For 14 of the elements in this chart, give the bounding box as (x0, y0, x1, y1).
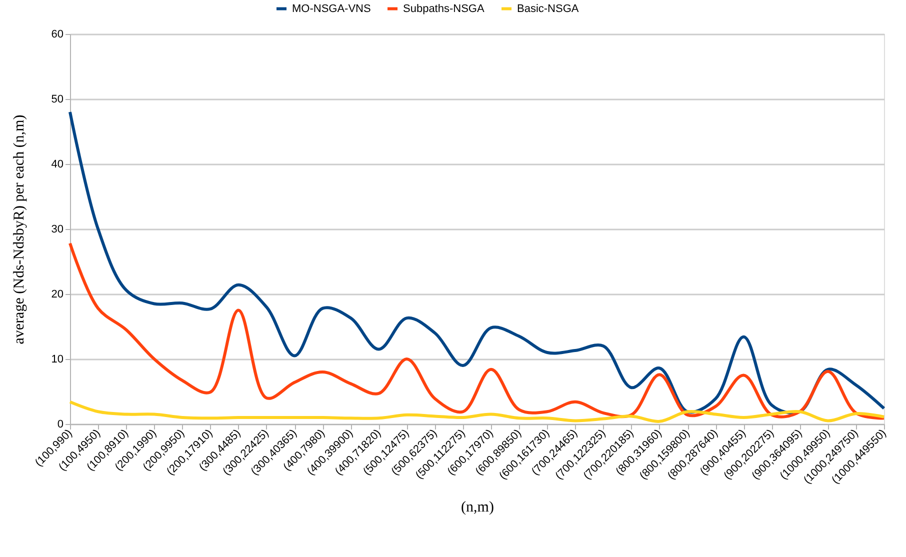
y-tick-label: 40 (51, 158, 64, 170)
line-series (68, 242, 886, 420)
y-tick-label: 50 (51, 94, 64, 106)
legend-label: Subpaths-NSGA (403, 2, 485, 15)
legend-label: MO-NSGA-VNS (292, 2, 371, 15)
line-series (68, 110, 886, 414)
y-tick-label: 30 (51, 224, 64, 236)
x-axis-title: (n,m) (461, 500, 494, 516)
y-tick-label: 10 (51, 354, 64, 366)
legend-label: Basic-NSGA (517, 2, 580, 15)
y-tick-label: 20 (51, 288, 64, 300)
y-axis-title: average (Nds-NdsbyR) per each (n,m) (11, 114, 28, 344)
y-tick-label: 60 (51, 28, 64, 40)
y-tick-label: 0 (57, 418, 64, 430)
